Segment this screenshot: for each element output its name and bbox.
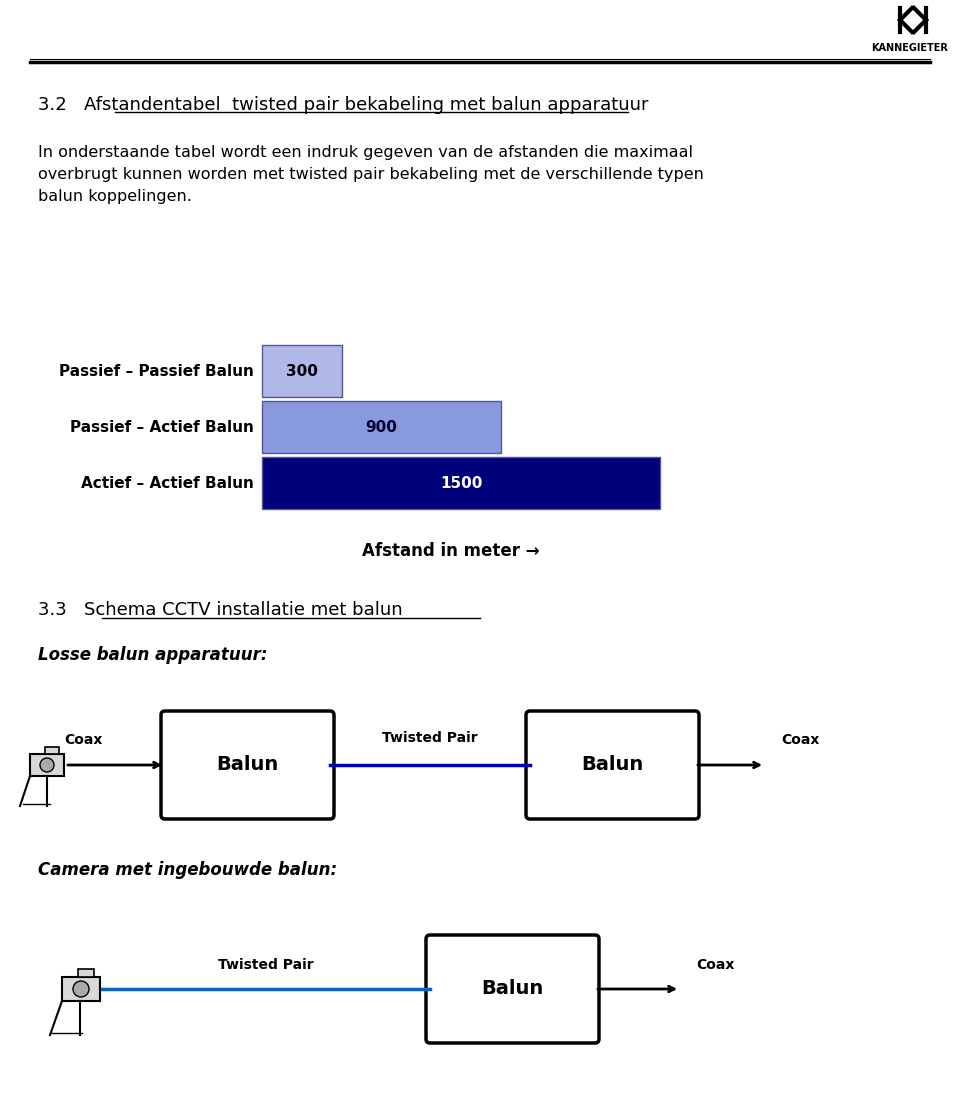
Text: Passief – Passief Balun: Passief – Passief Balun (60, 363, 254, 379)
Text: Actief – Actief Balun: Actief – Actief Balun (82, 476, 254, 490)
Bar (262, 401, 501, 453)
Text: 3.2   Afstandentabel  twisted pair bekabeling met balun apparatuur: 3.2 Afstandentabel twisted pair bekabeli… (38, 96, 649, 114)
Text: 3.3   Schema CCTV installatie met balun: 3.3 Schema CCTV installatie met balun (38, 601, 402, 619)
Bar (262, 457, 660, 509)
Circle shape (40, 758, 54, 772)
Bar (30, 754, 64, 776)
Text: Balun: Balun (481, 980, 543, 999)
Text: Coax: Coax (696, 958, 734, 972)
Bar (62, 977, 100, 1001)
Text: Coax: Coax (780, 733, 819, 747)
Text: 300: 300 (286, 363, 318, 379)
Text: Twisted Pair: Twisted Pair (218, 958, 314, 972)
FancyBboxPatch shape (426, 935, 599, 1043)
Text: Balun: Balun (582, 755, 643, 775)
FancyBboxPatch shape (161, 711, 334, 819)
Text: Losse balun apparatuur:: Losse balun apparatuur: (38, 646, 268, 664)
Bar (45, 747, 59, 754)
FancyBboxPatch shape (526, 711, 699, 819)
Text: In onderstaande tabel wordt een indruk gegeven van de afstanden die maximaal
ove: In onderstaande tabel wordt een indruk g… (38, 145, 704, 205)
Text: Passief – Actief Balun: Passief – Actief Balun (70, 420, 254, 435)
Text: Camera met ingebouwde balun:: Camera met ingebouwde balun: (38, 861, 337, 879)
Text: Coax: Coax (63, 733, 102, 747)
Text: Afstand in meter →: Afstand in meter → (362, 542, 540, 560)
Text: 900: 900 (366, 420, 397, 435)
Circle shape (73, 981, 89, 997)
Text: 1500: 1500 (440, 476, 482, 490)
Bar (78, 969, 94, 977)
Text: Twisted Pair: Twisted Pair (382, 731, 478, 745)
Text: Balun: Balun (216, 755, 278, 775)
Bar (262, 345, 342, 397)
Text: KANNEGIETER: KANNEGIETER (872, 43, 948, 53)
